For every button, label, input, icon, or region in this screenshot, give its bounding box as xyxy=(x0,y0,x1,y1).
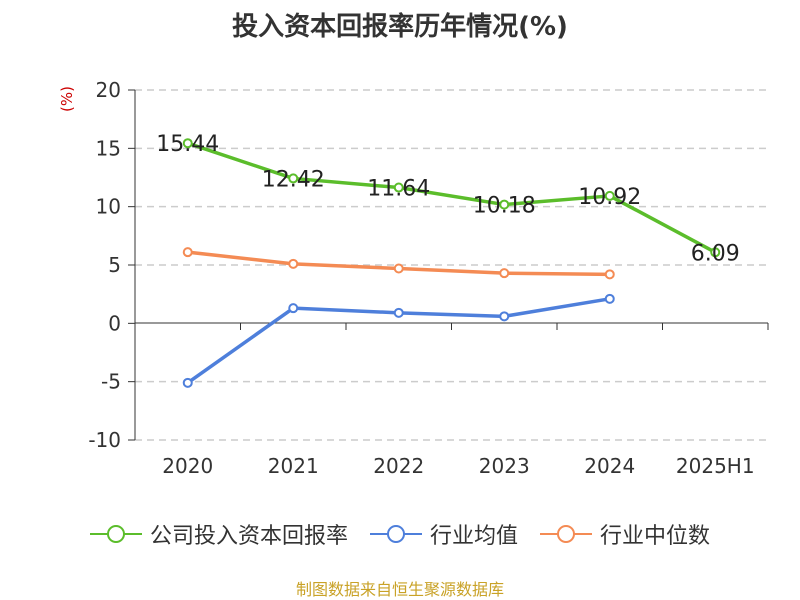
legend-marker-icon xyxy=(540,525,592,543)
data-point xyxy=(499,268,510,279)
legend-item-industry-median[interactable]: 行业中位数 xyxy=(540,518,710,550)
legend-item-company-roic[interactable]: 公司投入资本回报率 xyxy=(89,518,348,550)
data-source-note: 制图数据来自恒生聚源数据库 xyxy=(295,580,504,599)
x-tick-label: 2023 xyxy=(479,454,530,478)
data-point xyxy=(182,377,193,388)
data-point xyxy=(393,307,404,318)
data-point xyxy=(182,138,193,149)
data-point xyxy=(393,182,404,193)
axes xyxy=(128,89,769,441)
data-label: 10.92 xyxy=(578,185,641,210)
legend-marker-icon xyxy=(369,525,422,543)
series-lines xyxy=(182,138,721,388)
y-tick-label: 0 xyxy=(108,311,121,335)
x-tick-label: 2021 xyxy=(268,454,319,478)
data-label: 10.18 xyxy=(473,194,536,219)
y-tick-label: -5 xyxy=(101,370,121,394)
y-tick-label: 20 xyxy=(96,78,121,102)
x-tick-label: 2020 xyxy=(162,454,213,478)
data-label: 11.64 xyxy=(367,177,430,202)
legend: 公司投入资本回报率 行业均值 行业中位数 xyxy=(0,518,800,550)
legend-item-industry-mean[interactable]: 行业均值 xyxy=(369,518,518,550)
legend-label: 公司投入资本回报率 xyxy=(149,524,348,549)
x-tick-label: 2025H1 xyxy=(676,454,755,478)
y-tick-label: 10 xyxy=(96,195,121,219)
series-line xyxy=(187,141,717,254)
y-tick-label: 5 xyxy=(108,253,121,277)
grid-lines xyxy=(135,89,768,441)
data-point xyxy=(499,311,510,322)
y-tick-labels: 20 15 10 5 0 -5 -10 xyxy=(88,78,121,452)
legend-label: 行业均值 xyxy=(429,524,518,549)
y-tick-label: -10 xyxy=(88,428,121,452)
data-point xyxy=(288,258,299,269)
x-tick-label: 2024 xyxy=(584,454,635,478)
data-point xyxy=(604,293,615,304)
data-point xyxy=(288,173,299,184)
y-axis-unit: (%) xyxy=(58,86,76,112)
data-label: 6.09 xyxy=(691,241,740,266)
data-point xyxy=(499,199,510,210)
data-point xyxy=(288,303,299,314)
chart-title: 投入资本回报率历年情况(%) xyxy=(232,12,568,42)
legend-label: 行业中位数 xyxy=(600,524,711,549)
data-label: 15.44 xyxy=(156,132,219,157)
legend-marker-icon xyxy=(89,525,142,543)
x-tick-labels: 2020 2021 2022 2023 2024 2025H1 xyxy=(162,454,754,478)
data-label: 12.42 xyxy=(262,167,325,192)
data-point xyxy=(604,269,615,280)
x-tick-label: 2022 xyxy=(373,454,424,478)
data-point xyxy=(393,263,404,274)
data-point xyxy=(604,190,615,201)
data-labels: 15.44 12.42 11.64 10.18 10.92 6.09 xyxy=(156,132,739,266)
data-point xyxy=(182,247,193,258)
y-tick-label: 15 xyxy=(96,136,121,160)
data-point xyxy=(710,247,721,258)
